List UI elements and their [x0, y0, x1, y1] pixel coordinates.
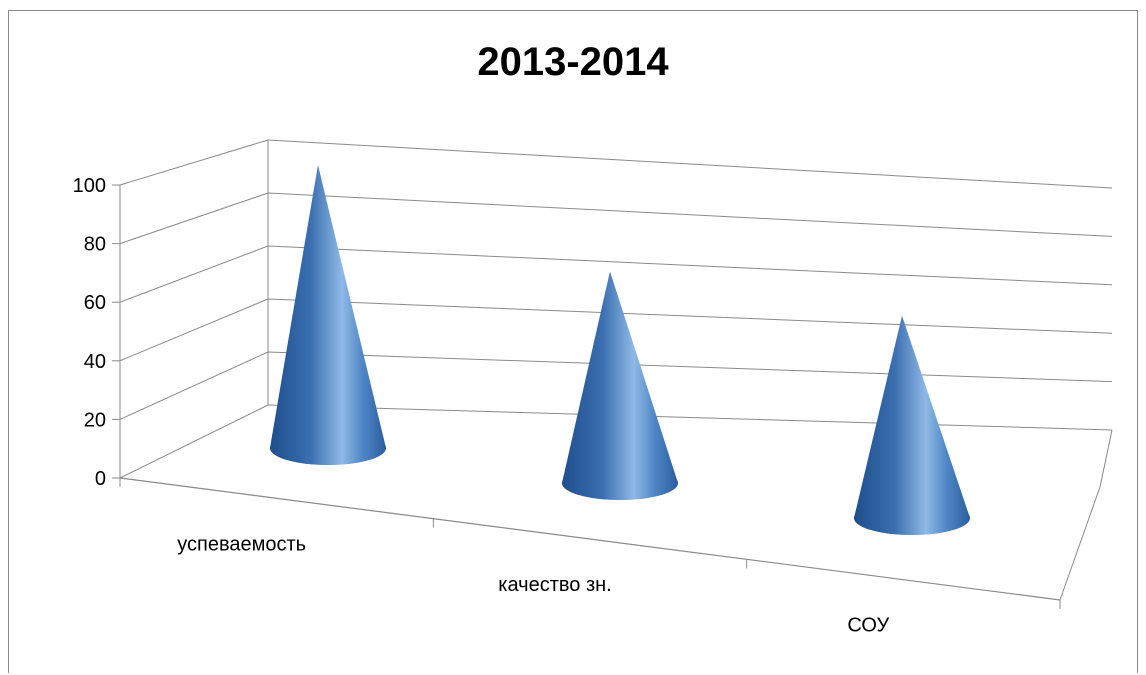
cone-base: [854, 501, 970, 535]
back-gridline: [267, 245, 1113, 286]
y-tick-label: 40: [84, 351, 106, 373]
cone-base: [562, 466, 678, 500]
side-gridline: [119, 139, 269, 186]
labels-layer: 0 20 40 60 80 100 успеваемость качество зн. СОУ: [73, 175, 890, 637]
back-gridline: [267, 192, 1113, 237]
x-category-label: качество зн.: [498, 574, 611, 596]
side-gridline: [119, 245, 269, 303]
x-category-label: СОУ: [847, 615, 889, 637]
cone-bar: [270, 165, 386, 465]
cone-base: [270, 431, 386, 465]
y-tick-label: 60: [84, 292, 106, 314]
y-tick-label: 80: [84, 234, 106, 256]
y-tick-label: 20: [84, 409, 106, 431]
back-gridline: [267, 139, 1113, 189]
chart-frame: [8, 10, 1138, 673]
floor-right-edge: [1059, 486, 1101, 601]
cone-bar: [854, 315, 970, 535]
side-gridline: [119, 192, 269, 245]
axes-layer: [112, 139, 1113, 609]
y-tick-label: 100: [73, 175, 106, 197]
back-gridline: [267, 404, 1113, 431]
x-axis-line: [119, 477, 1061, 601]
side-gridline: [119, 404, 269, 479]
marks-layer: [270, 165, 970, 535]
chart-title: 2013-2014: [477, 40, 669, 84]
x-category-label: успеваемость: [177, 533, 306, 555]
y-tick-label: 0: [95, 468, 106, 490]
back-gridline: [267, 351, 1113, 383]
back-gridline: [267, 298, 1113, 334]
side-gridline: [119, 351, 269, 420]
side-gridline: [119, 298, 269, 362]
cone-bar: [562, 271, 678, 500]
floor-right-back-edge: [1099, 429, 1113, 488]
